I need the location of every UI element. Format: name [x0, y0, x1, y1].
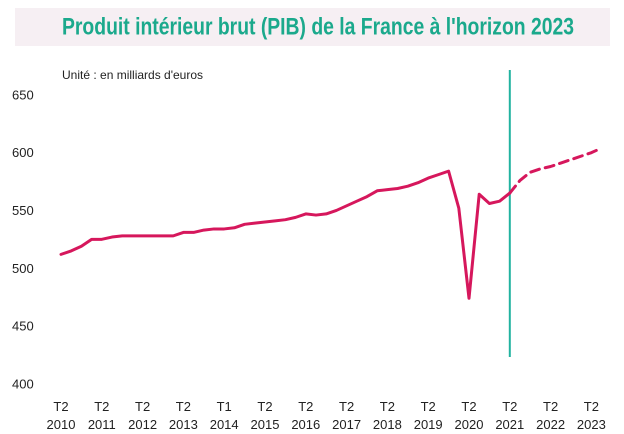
x-tick-label: T2 2010: [46, 399, 76, 432]
y-tick-label: 550: [12, 203, 34, 218]
x-tick-label: T2 2011: [87, 399, 116, 432]
title-banner: [15, 8, 610, 46]
unit-label: Unité : en milliards d'euros: [62, 68, 203, 82]
x-tick-label: T2 2023: [576, 399, 606, 432]
y-tick-label: 400: [12, 376, 34, 391]
x-tick-label: T2 2015: [250, 399, 280, 432]
x-tick-label: T1 2014: [209, 399, 239, 432]
line-series: [508, 146, 604, 195]
y-tick-label: 650: [12, 87, 34, 102]
x-tick-label: T2 2021: [495, 399, 525, 432]
x-tick-label: T2 2013: [168, 399, 198, 432]
line-series: [59, 169, 512, 300]
x-tick-label: T2 2020: [454, 399, 484, 432]
x-tick-label: T2 2022: [536, 399, 566, 432]
x-tick-label: T2 2012: [128, 399, 158, 432]
x-tick-label: T2 2017: [332, 399, 362, 432]
x-tick-label: T2 2016: [291, 399, 321, 432]
y-tick-label: 500: [12, 261, 34, 276]
y-tick-label: 450: [12, 319, 34, 334]
chart-title: Produit intérieur brut (PIB) de la Franc…: [62, 13, 574, 40]
x-tick-label: T2 2019: [413, 399, 443, 432]
y-tick-label: 600: [12, 145, 34, 160]
x-tick-label: T2 2018: [372, 399, 402, 432]
